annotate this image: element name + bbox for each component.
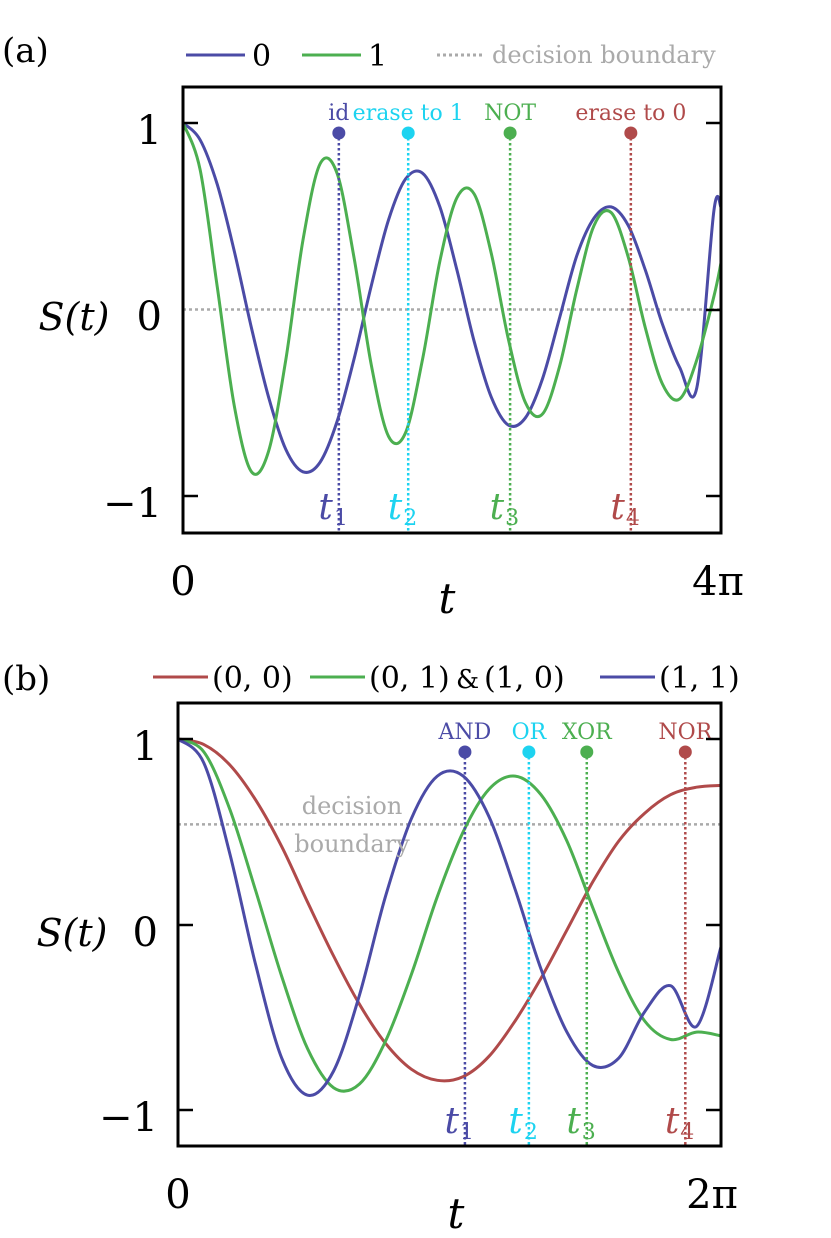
panel-b-legend: (0, 0) (0, 1) & (1, 0) (1, 1) bbox=[153, 661, 740, 696]
marker-t-label-4: t bbox=[610, 487, 625, 528]
panel-a-xtick-4pi: 4π bbox=[692, 559, 744, 605]
marker-label-3: XOR bbox=[562, 720, 613, 745]
marker-t-sub-3: 3 bbox=[505, 506, 519, 531]
marker-t-label-2: t bbox=[388, 487, 403, 528]
panel-b-xtick-0: 0 bbox=[165, 1172, 190, 1218]
legend-ampersand: & bbox=[456, 665, 479, 695]
marker-dot-1 bbox=[332, 126, 346, 140]
marker-t-sub-1: 1 bbox=[334, 506, 348, 531]
panel-a-ytick-neg1: −1 bbox=[103, 481, 162, 527]
panel-b-ytick-1: 1 bbox=[133, 724, 158, 770]
legend-label-11: (1, 1) bbox=[659, 661, 740, 696]
marker-t-label-3: t bbox=[490, 487, 505, 528]
legend-label-1: 1 bbox=[368, 39, 387, 74]
series-line-2 bbox=[176, 737, 723, 1097]
marker-label-3: NOT bbox=[484, 101, 536, 126]
marker-t-sub-1: 1 bbox=[460, 1120, 474, 1145]
panel-b-xlabel: t bbox=[448, 1189, 465, 1238]
panel-a-ytick-0: 0 bbox=[137, 294, 162, 340]
legend-label-boundary: decision boundary bbox=[492, 41, 716, 69]
panel-b-ytick-0: 0 bbox=[133, 910, 158, 956]
marker-t-label-1: t bbox=[318, 487, 333, 528]
panel-a-ylabel: S(t) bbox=[39, 295, 110, 339]
legend-label-00: (0, 0) bbox=[212, 661, 293, 696]
series-line-0 bbox=[177, 737, 722, 1083]
legend-label-01: (0, 1) bbox=[369, 661, 450, 696]
panel-a-xtick-0: 0 bbox=[170, 559, 195, 605]
series-line-0 bbox=[181, 121, 723, 474]
marker-label-4: NOR bbox=[658, 720, 713, 745]
marker-t-sub-4: 4 bbox=[680, 1120, 694, 1145]
panel-b-label: (b) bbox=[2, 659, 50, 699]
panel-b-xtick-2pi: 2π bbox=[686, 1172, 738, 1218]
marker-label-2: OR bbox=[512, 720, 548, 745]
series-line-1 bbox=[177, 737, 722, 1093]
marker-t-label-3: t bbox=[566, 1101, 581, 1142]
legend-label-0: 0 bbox=[252, 39, 271, 74]
marker-dot-4 bbox=[624, 126, 638, 140]
marker-dot-2 bbox=[522, 745, 536, 759]
marker-t-label-4: t bbox=[665, 1101, 680, 1142]
marker-dot-1 bbox=[458, 745, 472, 759]
marker-label-2: erase to 1 bbox=[353, 101, 464, 126]
marker-label-1: AND bbox=[438, 720, 492, 745]
panel-a-xlabel: t bbox=[439, 574, 456, 623]
panel-b-boundary-label-2: boundary bbox=[294, 830, 410, 858]
marker-t-sub-2: 2 bbox=[403, 506, 417, 531]
series-line-1 bbox=[181, 122, 723, 476]
marker-t-sub-4: 4 bbox=[626, 506, 640, 531]
marker-dot-2 bbox=[401, 126, 415, 140]
panel-b-ylabel: S(t) bbox=[37, 911, 108, 955]
marker-t-label-1: t bbox=[444, 1101, 459, 1142]
panel-b-ytick-marks bbox=[178, 737, 721, 1112]
marker-t-label-2: t bbox=[508, 1101, 523, 1142]
marker-label-4: erase to 0 bbox=[575, 101, 686, 126]
panel-a-label: (a) bbox=[2, 31, 49, 71]
marker-dot-3 bbox=[580, 745, 594, 759]
panel-a-ytick-marks bbox=[183, 121, 721, 498]
marker-label-1: id bbox=[328, 101, 349, 126]
panel-a-ytick-1: 1 bbox=[137, 108, 162, 154]
panel-a-legend: 0 1 decision boundary bbox=[186, 39, 716, 74]
panel-b-boundary-label-1: decision bbox=[302, 792, 403, 820]
panel-b-ytick-neg1: −1 bbox=[99, 1095, 158, 1141]
marker-t-sub-3: 3 bbox=[582, 1120, 596, 1145]
legend-label-10: (1, 0) bbox=[484, 661, 565, 696]
marker-t-sub-2: 2 bbox=[524, 1120, 538, 1145]
marker-dot-3 bbox=[503, 126, 517, 140]
marker-dot-4 bbox=[678, 745, 692, 759]
